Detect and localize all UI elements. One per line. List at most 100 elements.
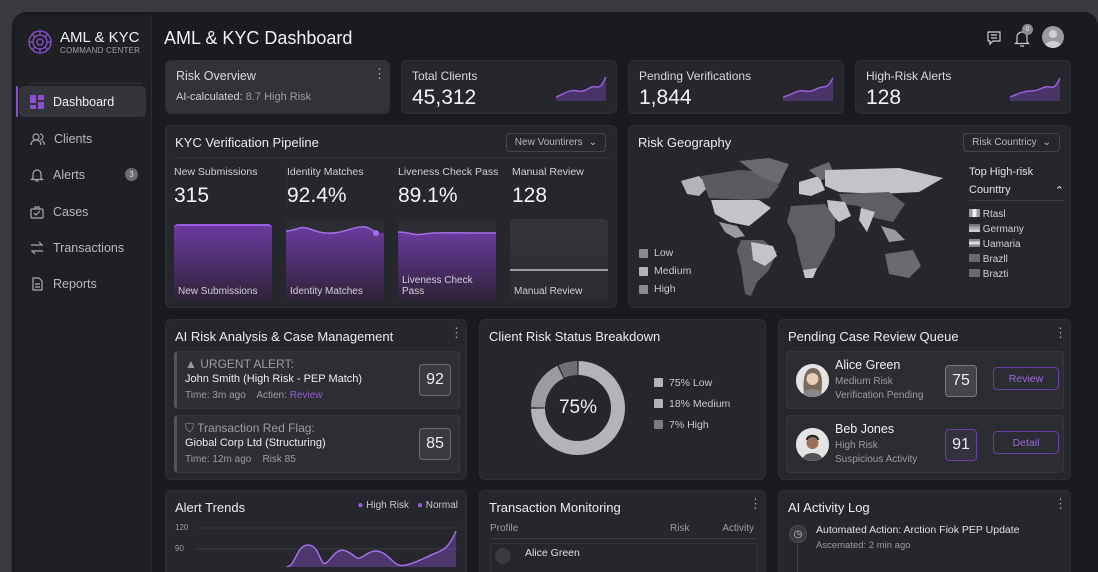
table-row[interactable]: Alice Green (490, 543, 758, 572)
kyc-filter-dropdown[interactable]: New Vountirers ⌄ (505, 133, 606, 152)
shield-icon: ⛉ (185, 421, 195, 435)
country-item[interactable]: Brazti (969, 267, 1064, 282)
more-options-icon[interactable]: ⋮ (450, 325, 463, 340)
donut-segment-1 (531, 365, 564, 408)
metric-liveness: Liveness Check Pass 89.1% (398, 166, 499, 207)
country-item[interactable]: Brazll (969, 252, 1064, 267)
new-submissions-chart: New Submissions (174, 224, 272, 301)
sparkline (783, 77, 834, 101)
divider (174, 157, 609, 158)
alert-trends-card: Alert Trends ● High Risk ● Normal 120 90 (165, 490, 467, 572)
chart-legend: ● High Risk ● Normal (357, 500, 458, 511)
kyc-pipeline-card: KYC Verification Pipeline New Vountirers… (165, 125, 617, 308)
y-tick-label: 120 (175, 523, 189, 532)
country-item[interactable]: Rtasl (969, 207, 1064, 222)
user-icon (1045, 30, 1061, 48)
trend-chart (196, 527, 458, 567)
metric-manual-review: Manual Review 128 (512, 166, 584, 207)
donut-segment-2 (558, 361, 578, 379)
detail-button[interactable]: Detail (993, 431, 1059, 454)
legend-swatch (639, 284, 648, 294)
sidebar-item-dashboard[interactable]: Dashboard (16, 86, 146, 117)
country-item[interactable]: Uamaria (969, 237, 1064, 252)
more-options-icon[interactable]: ⋮ (749, 496, 762, 511)
stat-value: 45,312 (412, 86, 477, 109)
logo-subtitle: COMMAND CENTER (60, 45, 141, 55)
avatar (796, 428, 829, 461)
metric-identity-matches: Identity Matches 92.4% (286, 166, 392, 208)
metric-new-submissions: New Submissions 315 (174, 166, 258, 207)
sidebar-item-label: Alerts (53, 167, 85, 182)
chevron-down-icon: ⌄ (588, 137, 597, 148)
alert-item[interactable]: ⛉ Transaction Red Flag: Giobal Corp Ltd … (174, 415, 460, 473)
queue-item: Beb Jones High Risk Suspicious Activity … (786, 415, 1064, 473)
sidebar-item-label: Clients (54, 131, 93, 146)
alert-item[interactable]: ▲ URGENT ALERT: John Smith (High Risk - … (174, 351, 460, 409)
activity-text: Automated Action: Arction Fiok PEP Updat… (816, 524, 1020, 536)
map-legend: Low Medium High (639, 244, 691, 298)
world-map[interactable] (679, 156, 949, 301)
high-risk-alerts-card: High-Risk Alerts 128 (855, 60, 1071, 114)
card-title: Risk Overview (176, 69, 256, 83)
notifications-button[interactable]: 0 (1014, 24, 1036, 48)
card-title: KYC Verification Pipeline (175, 135, 319, 150)
pending-case-queue-card: Pending Case Review Queue ⋮ Alice Green … (778, 319, 1071, 480)
sort-toggle[interactable]: Counttry ⌃ (969, 184, 1064, 201)
liveness-chart: Liveness Check Pass (398, 219, 496, 301)
alerts-count-badge: 3 (125, 168, 138, 181)
logo-icon (28, 30, 52, 54)
legend-swatch (639, 266, 648, 276)
sparkline (556, 76, 607, 101)
bell-icon (30, 168, 44, 182)
sidebar-item-label: Cases (53, 204, 89, 219)
client-risk-breakdown-card: Client Risk Status Breakdown 75% 75% Low… (479, 319, 766, 480)
country-filter-dropdown[interactable]: Risk Countricy ⌄ (963, 133, 1060, 152)
timeline-line (797, 544, 798, 572)
sidebar-item-reports[interactable]: Reports (19, 268, 146, 299)
user-avatar[interactable] (1042, 26, 1064, 48)
card-title: Pending Case Review Queue (788, 329, 959, 344)
activity-time: Ascemated: 2 min ago (816, 540, 911, 551)
legend-swatch (639, 248, 648, 258)
sidebar-item-clients[interactable]: Clients (19, 123, 146, 154)
ai-activity-log-card: AI Activity Log ⋮ ◷ Automated Action: Ar… (778, 490, 1071, 572)
arrows-icon (30, 241, 44, 254)
risk-overview-card[interactable]: Risk Overview ⋮ AI-calculated: 8.7 High … (165, 60, 390, 114)
manual-review-chart: Manual Review (510, 219, 608, 301)
chevron-down-icon: ⌄ (1042, 137, 1051, 148)
transaction-monitoring-card: Transaction Monitoring ⋮ Profile Risk Acti… (479, 490, 766, 572)
more-options-icon[interactable]: ⋮ (1054, 325, 1067, 340)
clock-icon: ◷ (789, 525, 807, 543)
queue-item: Alice Green Medium Risk Verification Pen… (786, 351, 1064, 409)
sidebar-item-label: Reports (53, 276, 97, 291)
chat-icon[interactable] (986, 30, 1002, 46)
ai-risk-analysis-card: AI Risk Analysis & Case Management ⋮ ▲ U… (165, 319, 467, 480)
risk-score-badge: 91 (945, 429, 977, 461)
list-title: Top High-risk (969, 166, 1034, 178)
avatar (796, 364, 829, 397)
app-window: AML & KYC COMMAND CENTER Dashboard Client… (12, 12, 1098, 572)
notification-badge: 0 (1022, 24, 1033, 35)
sidebar: AML & KYC COMMAND CENTER Dashboard Client… (15, 15, 152, 572)
country-item[interactable]: Germany (969, 222, 1064, 237)
more-options-icon[interactable]: ⋮ (373, 66, 386, 81)
sidebar-item-transactions[interactable]: Transactions (19, 232, 146, 263)
sidebar-item-cases[interactable]: Cases (19, 196, 146, 227)
warning-icon: ▲ (185, 357, 197, 371)
grid-icon (30, 94, 44, 109)
donut-chart (531, 361, 625, 455)
sparkline (1010, 77, 1061, 101)
sidebar-item-label: Dashboard (53, 94, 115, 109)
risk-score: AI-calculated: 8.7 High Risk (176, 91, 312, 103)
total-clients-card: Total Clients 45,312 (401, 60, 617, 114)
review-button[interactable]: Review (993, 367, 1059, 390)
identity-matches-chart: Identity Matches (286, 219, 384, 301)
review-link[interactable]: Review (289, 390, 323, 401)
document-icon (32, 276, 43, 291)
more-options-icon[interactable]: ⋮ (1054, 496, 1067, 511)
page-title: AML & KYC Dashboard (164, 28, 353, 48)
sidebar-item-alerts[interactable]: Alerts 3 (19, 159, 146, 190)
top-high-risk-countries: Top High-risk Counttry ⌃ Rtasl Germany Ua… (969, 166, 1064, 282)
card-title: Alert Trends (175, 500, 246, 515)
stat-value: 128 (866, 86, 902, 109)
